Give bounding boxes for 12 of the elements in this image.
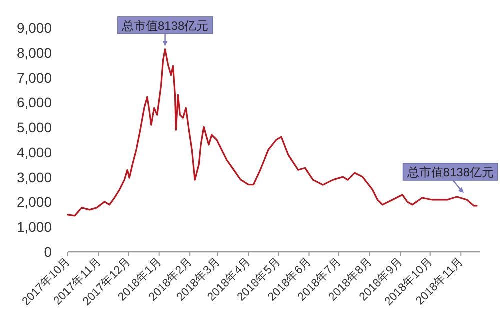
y-tick-label: 7,000: [16, 70, 52, 86]
y-tick-label: 5,000: [16, 120, 52, 136]
y-tick-label: 3,000: [16, 169, 52, 186]
y-tick-label: 0: [44, 244, 52, 260]
y-tick-label: 6,000: [16, 94, 52, 111]
y-tick-label: 2,000: [16, 194, 52, 210]
y-tick-label: 9,000: [16, 20, 52, 36]
annotation: 总市值8138亿元: [120, 18, 209, 33]
y-tick-label: 8,000: [16, 44, 52, 61]
annotation: 总市值8138亿元: [406, 166, 494, 180]
y-tick-label: 1,000: [16, 219, 52, 236]
y-tick-label: 4,000: [16, 144, 52, 160]
